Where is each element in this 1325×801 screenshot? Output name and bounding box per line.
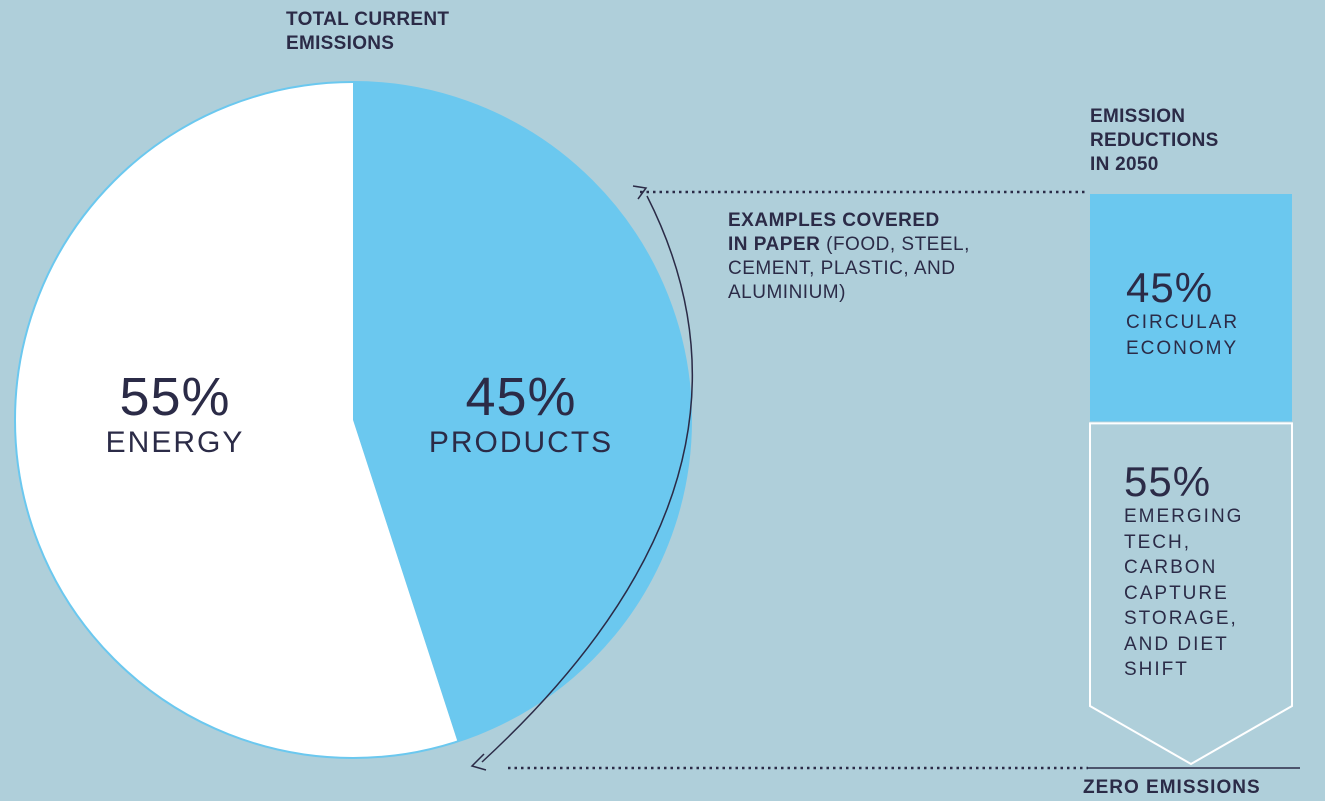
- products-slice-label: 45% PRODUCTS: [405, 368, 637, 460]
- examples-line4: ALUMINIUM): [728, 282, 846, 303]
- emerging-tech-percent: 55%: [1124, 458, 1212, 505]
- products-range-arc: [481, 195, 693, 763]
- pie-title: TOTAL CURRENT EMISSIONS: [286, 8, 506, 56]
- emerging-tech-line1: EMERGING: [1124, 506, 1244, 527]
- products-category: PRODUCTS: [428, 426, 614, 459]
- emerging-tech-line6: AND DIET: [1124, 633, 1229, 655]
- examples-line2-bold: IN PAPER: [728, 234, 821, 255]
- reductions-title-line2: REDUCTIONS: [1090, 130, 1219, 151]
- zero-emissions-label: ZERO EMISSIONS: [1083, 777, 1261, 798]
- circular-economy-label: 45% CIRCULAR ECONOMY: [1126, 266, 1276, 361]
- energy-category: ENERGY: [105, 426, 245, 459]
- emerging-tech-label: 55% EMERGING TECH, CARBON CAPTURE STORAG…: [1124, 460, 1284, 683]
- examples-line2-rest: (FOOD, STEEL,: [820, 234, 970, 255]
- pie-outline: [14, 81, 692, 759]
- emerging-tech-line4: CAPTURE: [1124, 582, 1229, 604]
- reductions-title-line1: EMISSION: [1090, 106, 1186, 127]
- arc-arrowhead-top-icon: [632, 185, 648, 200]
- emerging-tech-line3: CARBON: [1124, 557, 1218, 578]
- reductions-stacked-bar: [1089, 194, 1293, 766]
- circular-economy-line2: ECONOMY: [1126, 337, 1239, 359]
- emerging-tech-line2: TECH,: [1124, 531, 1191, 553]
- examples-line3: CEMENT, PLASTIC, AND: [728, 258, 956, 279]
- pie-title-line2: EMISSIONS: [286, 33, 395, 54]
- emerging-tech-line7: SHIFT: [1124, 659, 1189, 680]
- bar-segment-circular-economy: [1090, 194, 1292, 422]
- pie-slice-energy: [14, 82, 458, 758]
- emissions-pie-chart: [14, 81, 692, 759]
- circular-economy-line1: CIRCULAR: [1126, 312, 1240, 333]
- reductions-title: EMISSION REDUCTIONS IN 2050: [1090, 105, 1290, 177]
- circular-economy-percent: 45%: [1126, 264, 1214, 311]
- energy-percent: 55%: [119, 367, 231, 427]
- examples-line2: IN PAPER (FOOD, STEEL,: [728, 233, 1048, 257]
- emerging-tech-line5: STORAGE,: [1124, 608, 1238, 629]
- reductions-title-line3: IN 2050: [1090, 154, 1159, 175]
- arc-arrowhead-bottom-icon: [470, 753, 487, 771]
- energy-slice-label: 55% ENERGY: [90, 368, 260, 460]
- bar-segment-emerging-tech: [1089, 422, 1293, 766]
- pie-slice-products: [353, 82, 691, 742]
- examples-line1: EXAMPLES COVERED: [728, 210, 940, 231]
- pie-title-line1: TOTAL CURRENT: [286, 9, 450, 30]
- products-percent: 45%: [465, 367, 577, 427]
- examples-note: EXAMPLES COVERED IN PAPER (FOOD, STEEL, …: [728, 209, 1048, 305]
